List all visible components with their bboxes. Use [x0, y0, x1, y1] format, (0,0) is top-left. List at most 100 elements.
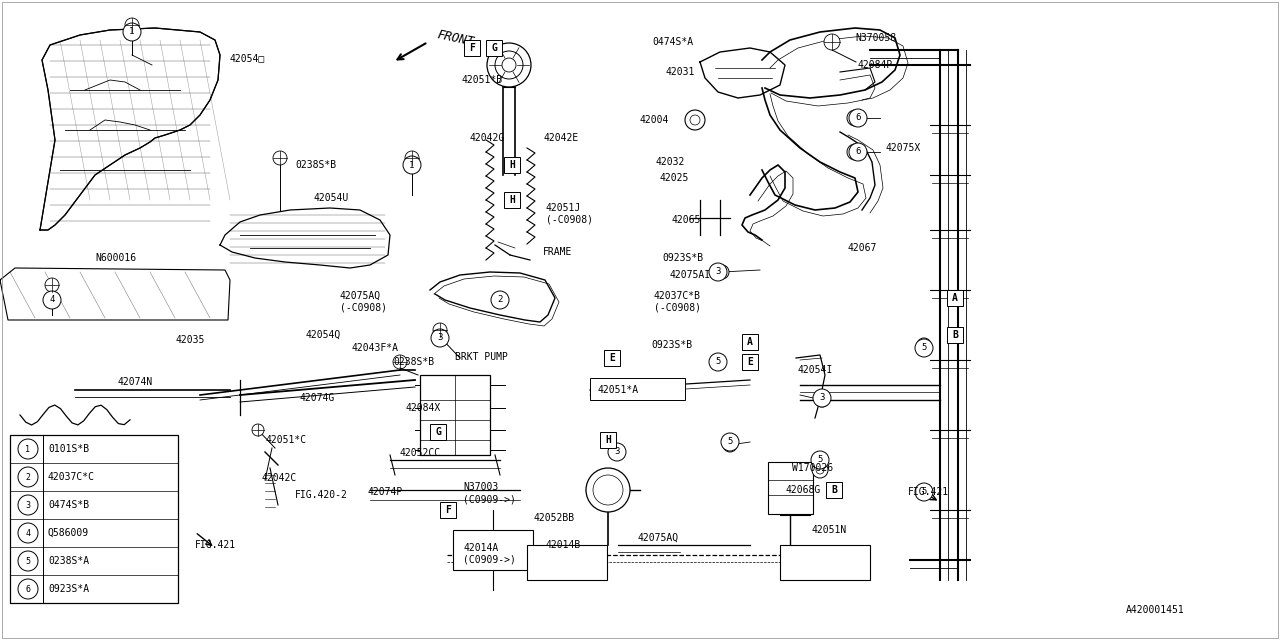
Text: (-C0908): (-C0908): [654, 303, 701, 313]
Text: 42037C*C: 42037C*C: [49, 472, 95, 482]
Circle shape: [812, 462, 828, 478]
Polygon shape: [430, 272, 559, 326]
Circle shape: [817, 458, 823, 465]
Text: 6: 6: [855, 113, 860, 122]
Text: 1: 1: [410, 161, 415, 170]
Circle shape: [851, 148, 859, 156]
Text: 5: 5: [716, 358, 721, 367]
Text: 42075AQ: 42075AQ: [637, 533, 680, 543]
Text: 0474S*A: 0474S*A: [652, 37, 694, 47]
Text: 3: 3: [614, 447, 620, 456]
Polygon shape: [220, 208, 390, 268]
Bar: [453, 530, 532, 570]
Text: 42054I: 42054I: [797, 365, 833, 375]
Text: 0101S*B: 0101S*B: [49, 444, 90, 454]
Text: 5: 5: [922, 488, 927, 497]
Text: A: A: [952, 293, 957, 303]
Text: 42051J: 42051J: [547, 203, 581, 213]
Text: W170026: W170026: [792, 463, 833, 473]
Circle shape: [915, 339, 933, 357]
Text: 42025: 42025: [660, 173, 690, 183]
Text: FIG.421: FIG.421: [195, 540, 236, 550]
Text: 42075AI: 42075AI: [669, 270, 712, 280]
Text: 42068G: 42068G: [786, 485, 822, 495]
Text: 0923S*B: 0923S*B: [662, 253, 703, 263]
Circle shape: [812, 451, 829, 469]
Circle shape: [608, 443, 626, 461]
Text: N370058: N370058: [855, 33, 896, 43]
Text: H: H: [509, 160, 515, 170]
Text: 42051*B: 42051*B: [462, 75, 503, 85]
Circle shape: [849, 109, 867, 127]
Text: H: H: [605, 435, 611, 445]
Circle shape: [18, 579, 38, 599]
Text: 42037C*B: 42037C*B: [654, 291, 701, 301]
Circle shape: [920, 342, 928, 349]
Circle shape: [393, 355, 407, 369]
Text: 42035: 42035: [175, 335, 205, 345]
Circle shape: [18, 495, 38, 515]
Text: 1: 1: [26, 445, 31, 454]
Circle shape: [815, 393, 829, 407]
Text: G: G: [492, 43, 497, 53]
Bar: [527, 545, 607, 580]
Text: 42074P: 42074P: [369, 487, 403, 497]
Circle shape: [817, 466, 824, 474]
Circle shape: [709, 263, 727, 281]
Circle shape: [920, 488, 928, 495]
Circle shape: [45, 278, 59, 292]
Text: 42014B: 42014B: [545, 540, 580, 550]
Circle shape: [824, 34, 840, 50]
Circle shape: [723, 438, 737, 452]
Text: 42031: 42031: [666, 67, 694, 77]
Text: 4: 4: [26, 529, 31, 538]
Text: 42075X: 42075X: [884, 143, 920, 153]
Text: 42042E: 42042E: [543, 133, 579, 143]
Circle shape: [586, 468, 630, 512]
Circle shape: [847, 144, 863, 160]
Text: 42042C: 42042C: [262, 473, 297, 483]
Bar: [600, 432, 616, 448]
Text: 3: 3: [438, 333, 443, 342]
Circle shape: [690, 115, 700, 125]
Text: 6: 6: [26, 584, 31, 593]
Circle shape: [18, 523, 38, 543]
Text: 5: 5: [26, 557, 31, 566]
Text: 42084X: 42084X: [404, 403, 440, 413]
Text: 42032: 42032: [655, 157, 685, 167]
Circle shape: [44, 291, 61, 309]
Text: 4: 4: [50, 296, 55, 305]
Text: Q586009: Q586009: [49, 528, 90, 538]
Bar: [947, 327, 963, 343]
Circle shape: [125, 18, 140, 32]
Text: A420001451: A420001451: [1126, 605, 1185, 615]
Circle shape: [18, 551, 38, 571]
Text: 1: 1: [129, 28, 134, 36]
Text: E: E: [748, 357, 753, 367]
Text: 0238S*B: 0238S*B: [294, 160, 337, 170]
Text: BRKT PUMP: BRKT PUMP: [454, 352, 508, 362]
Bar: [486, 40, 502, 56]
Circle shape: [851, 114, 859, 122]
Text: 0474S*B: 0474S*B: [49, 500, 90, 510]
Circle shape: [727, 442, 733, 449]
Polygon shape: [40, 28, 220, 230]
Circle shape: [433, 323, 447, 337]
Bar: [742, 334, 758, 350]
Text: 42014A: 42014A: [463, 543, 498, 553]
Text: 0923S*B: 0923S*B: [652, 340, 692, 350]
Text: 42052CC: 42052CC: [399, 448, 442, 458]
Text: 6: 6: [855, 147, 860, 157]
Circle shape: [916, 485, 931, 499]
Text: 42075AQ: 42075AQ: [340, 291, 381, 301]
Text: 42004: 42004: [640, 115, 669, 125]
Text: 0238S*A: 0238S*A: [49, 556, 90, 566]
Circle shape: [721, 433, 739, 451]
Polygon shape: [0, 268, 230, 320]
Text: E: E: [609, 353, 614, 363]
Text: 42065: 42065: [672, 215, 701, 225]
Bar: [780, 545, 870, 580]
Text: 42054□: 42054□: [230, 53, 265, 63]
Circle shape: [818, 397, 826, 403]
Bar: [504, 157, 520, 173]
